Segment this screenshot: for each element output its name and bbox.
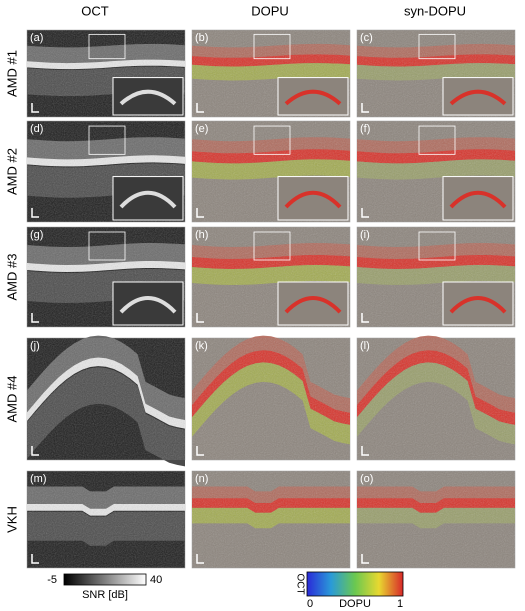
- inset: [112, 281, 184, 326]
- oct-colorbar-max: 40: [150, 574, 162, 586]
- panel-image: [356, 29, 516, 118]
- panel-image: [26, 470, 186, 569]
- speckle: [192, 471, 350, 568]
- inset-lesion: [119, 89, 177, 106]
- scale-bar: [31, 446, 39, 456]
- panel-label: (c): [360, 32, 373, 44]
- scale-bar: [31, 554, 39, 564]
- panel-image: [191, 29, 351, 118]
- panel-label: (n): [195, 473, 208, 485]
- inset-lesion: [449, 296, 507, 314]
- panel-label: (j): [30, 340, 40, 352]
- scale-bar: [31, 103, 39, 113]
- row-label: AMD #3: [4, 254, 19, 301]
- scale-bar: [196, 103, 204, 113]
- scale-bar: [31, 208, 39, 218]
- roi-box: [418, 125, 456, 155]
- panel-image: [356, 335, 516, 461]
- speckle: [192, 338, 350, 460]
- panel-image: [356, 226, 516, 328]
- scale-bar: [196, 446, 204, 456]
- panel-image: [191, 120, 351, 223]
- scale-bar: [196, 208, 204, 218]
- inset: [442, 176, 514, 221]
- scale-bar: [196, 313, 204, 323]
- row-label: AMD #4: [4, 376, 19, 423]
- speckle: [27, 471, 185, 568]
- inset: [112, 176, 184, 221]
- inset-lesion: [449, 89, 507, 106]
- panel-label: (o): [360, 473, 373, 485]
- scale-bar: [361, 313, 369, 323]
- row-label: AMD #2: [4, 148, 19, 195]
- panel-label: (a): [30, 32, 43, 44]
- panel-image: [26, 29, 186, 118]
- inset-lesion: [284, 296, 342, 314]
- speckle: [357, 471, 515, 568]
- roi-box: [253, 231, 291, 261]
- roi-box: [88, 231, 126, 261]
- scale-bar: [196, 554, 204, 564]
- panel-image: [191, 335, 351, 461]
- inset: [442, 281, 514, 326]
- speckle: [357, 338, 515, 460]
- speckle: [27, 338, 185, 460]
- inset-lesion: [119, 190, 177, 209]
- inset: [442, 77, 514, 116]
- panel-label: (i): [360, 229, 370, 241]
- panel-image: [356, 120, 516, 223]
- panel-image: [26, 120, 186, 223]
- panel-label: (b): [195, 32, 208, 44]
- panel-label: (k): [195, 340, 208, 352]
- panel-image: [191, 226, 351, 328]
- row-label: VKH: [4, 506, 19, 533]
- scale-bar: [361, 446, 369, 456]
- panel-image: [26, 226, 186, 328]
- scale-bar: [361, 103, 369, 113]
- column-header: syn-DOPU: [404, 3, 466, 18]
- roi-box: [88, 33, 126, 60]
- panel-label: (e): [195, 123, 208, 135]
- scale-bar: [361, 208, 369, 218]
- roi-box: [418, 231, 456, 261]
- panel-image: [356, 470, 516, 569]
- inset: [277, 281, 349, 326]
- inset: [277, 176, 349, 221]
- inset-lesion: [119, 296, 177, 314]
- panel-label: (m): [30, 473, 47, 485]
- inset: [112, 77, 184, 116]
- panel-image: [191, 470, 351, 569]
- panel-label: (h): [195, 229, 208, 241]
- panels: OCT DOPU syn-DOPU AMD #1 (a) (b) (c) AMD #2 (d) (…: [4, 3, 516, 569]
- panel-label: (g): [30, 229, 43, 241]
- inset: [277, 77, 349, 116]
- roi-box: [88, 125, 126, 155]
- inset-lesion: [449, 190, 507, 209]
- oct-colorbar: [63, 573, 147, 586]
- dopu-colorbar-axis: OCT: [294, 573, 305, 594]
- scale-bar: [31, 313, 39, 323]
- oct-colorbar-label: SNR [dB]: [82, 589, 128, 601]
- scale-bar: [361, 554, 369, 564]
- dopu-colorbar-label: DOPU: [339, 598, 371, 610]
- panel-image: [26, 335, 186, 467]
- roi-box: [418, 33, 456, 60]
- inset-lesion: [284, 190, 342, 209]
- dopu-colorbar-max: 1: [397, 598, 403, 610]
- column-header: OCT: [81, 3, 109, 18]
- roi-box: [253, 33, 291, 60]
- oct-colorbar-min: -5: [47, 574, 57, 586]
- dopu-colorbar-min: 0: [307, 598, 313, 610]
- panel-label: (d): [30, 123, 43, 135]
- inset-lesion: [284, 89, 342, 106]
- row-label: AMD #1: [4, 50, 19, 97]
- dopu-colorbar: [306, 571, 404, 597]
- panel-label: (f): [360, 123, 370, 135]
- panel-label: (l): [360, 340, 370, 352]
- column-header: DOPU: [251, 3, 289, 18]
- roi-box: [253, 125, 291, 155]
